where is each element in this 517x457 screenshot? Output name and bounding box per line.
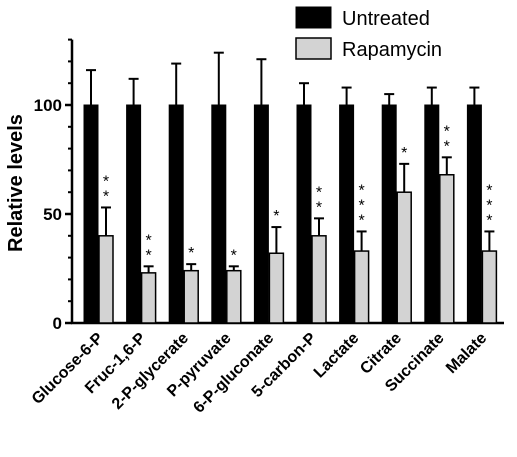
significance-marks: ***** ******** *****: [103, 123, 493, 264]
bar-untreated: [466, 104, 482, 324]
bar-rapamycin: [396, 191, 412, 324]
significance-star: *: [103, 173, 109, 190]
bar-rapamycin: [353, 250, 370, 324]
y-axis-title: Relative levels: [5, 114, 27, 252]
legend: Untreated Rapamycin: [295, 6, 442, 61]
significance-star: *: [486, 212, 492, 229]
significance-star: *: [444, 123, 450, 140]
bar-rapamycin: [481, 250, 498, 324]
bar-untreated: [381, 104, 397, 324]
category-label: Lactate: [311, 330, 363, 382]
bar-untreated: [168, 104, 184, 324]
significance-star: *: [486, 197, 492, 214]
bar-untreated: [211, 104, 227, 324]
bar-rapamycin: [98, 235, 114, 324]
legend-swatch-untreated: [295, 6, 332, 29]
category-label: 2-P-glycerate: [109, 330, 192, 413]
category-label: Glucose-6-P: [29, 330, 107, 408]
significance-star: *: [444, 138, 450, 155]
bar-rapamycin: [140, 272, 157, 324]
significance-star: *: [358, 182, 364, 199]
bars: [83, 104, 498, 324]
y-tick-label: 100: [34, 96, 62, 115]
significance-star: *: [103, 188, 109, 205]
significance-star: *: [188, 245, 194, 262]
bar-untreated: [296, 104, 312, 324]
legend-swatch-rapamycin: [295, 37, 332, 60]
bar-rapamycin: [183, 269, 199, 324]
error-bars: [86, 51, 495, 273]
significance-star: *: [316, 184, 322, 201]
bar-rapamycin: [268, 252, 285, 324]
legend-label-rapamycin: Rapamycin: [342, 39, 442, 61]
significance-star: *: [231, 247, 237, 264]
bar-untreated: [339, 104, 355, 324]
bar-rapamycin: [226, 269, 242, 324]
category-labels: Glucose-6-PFruc-1,6-P2-P-glycerateP-pyru…: [29, 330, 491, 417]
significance-star: *: [145, 232, 151, 249]
bar-untreated: [83, 104, 99, 324]
legend-label-untreated: Untreated: [342, 8, 430, 30]
significance-star: *: [145, 247, 151, 264]
bar-untreated: [253, 104, 269, 324]
significance-star: *: [401, 145, 407, 162]
significance-star: *: [273, 208, 279, 225]
bar-untreated: [424, 104, 440, 324]
bar-untreated: [126, 104, 142, 324]
bar-rapamycin: [311, 235, 327, 324]
significance-star: *: [358, 197, 364, 214]
significance-star: *: [358, 212, 364, 229]
y-tick-label: 0: [53, 314, 62, 333]
bar-rapamycin: [439, 174, 455, 324]
significance-star: *: [316, 199, 322, 216]
category-label: Malate: [443, 330, 490, 377]
y-tick-label: 50: [43, 205, 62, 224]
significance-star: *: [486, 182, 492, 199]
